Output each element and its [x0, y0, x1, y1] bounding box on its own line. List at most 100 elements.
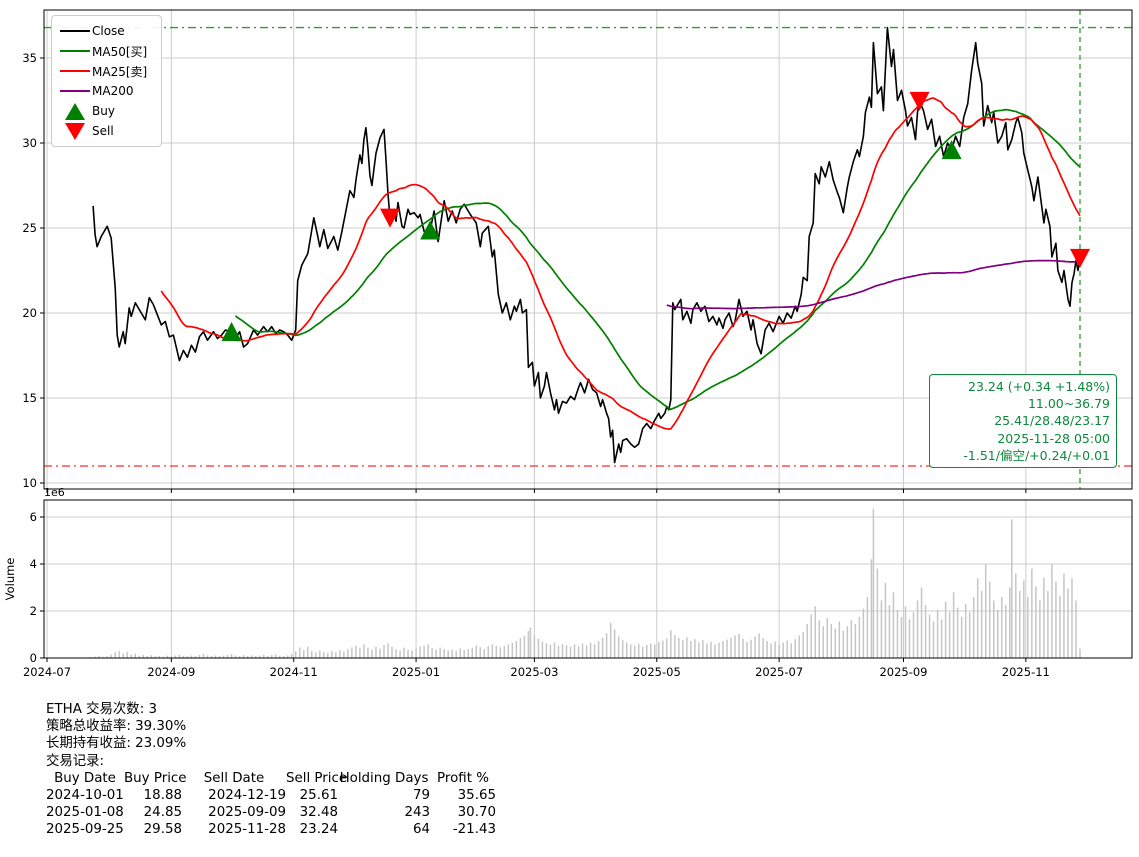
- legend-label: Buy: [92, 104, 115, 118]
- volume-axis-title: Volume: [3, 558, 17, 601]
- volume-bar: [130, 654, 132, 658]
- info-bias: -1.51/偏空/+0.24/+0.01: [963, 447, 1110, 463]
- hold-return-line: 长期持有收益: 23.09%: [46, 736, 187, 752]
- volume-bar: [617, 636, 620, 658]
- trade-row: 2024-10-01 18.88 2024-12-19 25.61 79 35.65: [46, 787, 496, 804]
- volume-bar: [278, 655, 281, 658]
- volume-bar: [1067, 588, 1069, 658]
- volume-bar: [900, 616, 903, 658]
- volume-bar: [876, 568, 879, 658]
- buy-marker: [221, 322, 242, 342]
- chart-svg: 10 15 20 25 30 35 0 2 4 6 2024-07 2024-09 2024-11 202…: [3, 9, 1133, 679]
- col-header: Holding Days: [339, 770, 429, 786]
- volume-bar: [932, 621, 935, 658]
- volume-bar: [294, 651, 297, 658]
- volume-bar: [519, 638, 522, 658]
- volume-bar: [710, 641, 712, 658]
- volume-bar: [884, 582, 887, 658]
- volume-bar: [637, 643, 640, 658]
- volume-bar: [645, 645, 648, 658]
- price-tick-label: 15: [22, 391, 37, 405]
- volume-bar: [766, 641, 768, 658]
- volume-bar: [561, 643, 564, 658]
- volume-bar: [706, 643, 708, 658]
- x-tick-label: 2024-09: [147, 665, 195, 679]
- buy-marker: [420, 220, 441, 240]
- trade-cell: 30.70: [457, 805, 496, 821]
- price-tick-label: 30: [22, 136, 37, 150]
- volume-bar: [415, 648, 417, 658]
- volume-bar: [666, 638, 668, 658]
- volume-bar: [806, 623, 808, 658]
- price-tick-label: 25: [22, 221, 37, 235]
- volume-bar: [110, 654, 112, 658]
- price-tick-label: 20: [22, 306, 37, 320]
- volume-bar: [529, 627, 532, 658]
- volume-bar: [347, 649, 349, 658]
- volume-bar: [662, 640, 664, 658]
- volume-bar: [98, 655, 100, 658]
- volume-bar: [495, 645, 498, 658]
- col-header: Sell Date: [203, 770, 265, 786]
- volume-bar: [912, 612, 915, 658]
- trade-cell: 2025-01-08: [46, 805, 124, 821]
- volume-bar: [282, 656, 285, 658]
- volume-bar: [722, 641, 724, 658]
- volume-bar: [1015, 573, 1017, 658]
- volume-bar: [459, 648, 461, 658]
- volume-bar: [479, 647, 482, 658]
- volume-bar: [118, 650, 120, 658]
- volume-bar: [750, 639, 752, 658]
- volume-bar: [363, 644, 365, 658]
- volume-bar: [367, 647, 369, 658]
- volume-bar: [726, 639, 728, 658]
- volume-bar: [174, 655, 177, 658]
- ma200-line-swatch: [58, 90, 92, 92]
- trade-cell: 2024-10-01: [46, 788, 124, 804]
- volume-bar: [892, 592, 895, 658]
- volume-bar: [920, 587, 923, 658]
- volume-bar: [491, 644, 494, 658]
- ma25-line: [160, 97, 1081, 430]
- volume-bar: [451, 649, 453, 658]
- x-tick-label: 2025-03: [510, 665, 558, 679]
- volume-bar: [407, 649, 409, 658]
- volume-bar: [968, 612, 971, 658]
- volume-bar: [569, 646, 572, 658]
- volume-bar: [499, 647, 502, 658]
- volume-bar: [218, 656, 221, 658]
- volume-bar: [1011, 519, 1013, 658]
- volume-bar: [880, 600, 883, 658]
- volume-bar: [694, 639, 696, 658]
- volume-bar: [782, 642, 784, 658]
- x-tick-label: 2024-07: [23, 665, 71, 679]
- volume-bar: [134, 653, 137, 658]
- strategy-return-line: 策略总收益率: 39.30%: [46, 719, 187, 735]
- volume-bar: [545, 643, 548, 658]
- price-tick-label: 35: [22, 51, 37, 65]
- stats-block: ETHA 交易次数: 3 策略总收益率: 39.30% 长期持有收益: 23.0…: [46, 701, 496, 839]
- volume-bar: [718, 642, 720, 658]
- volume-bar: [355, 645, 357, 658]
- volume-bar: [1079, 648, 1081, 658]
- volume-bar: [573, 644, 576, 658]
- volume-bar: [670, 630, 672, 658]
- volume-bar: [601, 637, 604, 658]
- volume-tick-label: 4: [30, 557, 37, 571]
- volume-bar: [106, 656, 108, 658]
- legend-label: MA50[买]: [92, 44, 148, 59]
- price-panel-frame: [43, 9, 1133, 490]
- volume-bar: [786, 640, 788, 658]
- volume-tick-label: 6: [30, 510, 37, 524]
- volume-bar: [730, 637, 732, 658]
- volume-bar: [359, 648, 361, 658]
- ma50-line-swatch: [58, 50, 92, 52]
- volume-bar: [916, 600, 919, 658]
- volume-bar: [625, 642, 628, 658]
- volume-bar: [483, 649, 486, 658]
- volume-bar: [862, 608, 865, 658]
- volume-bar: [770, 643, 772, 658]
- volume-bar: [581, 643, 584, 658]
- volume-bar: [1051, 564, 1053, 658]
- volume-bar: [758, 633, 760, 658]
